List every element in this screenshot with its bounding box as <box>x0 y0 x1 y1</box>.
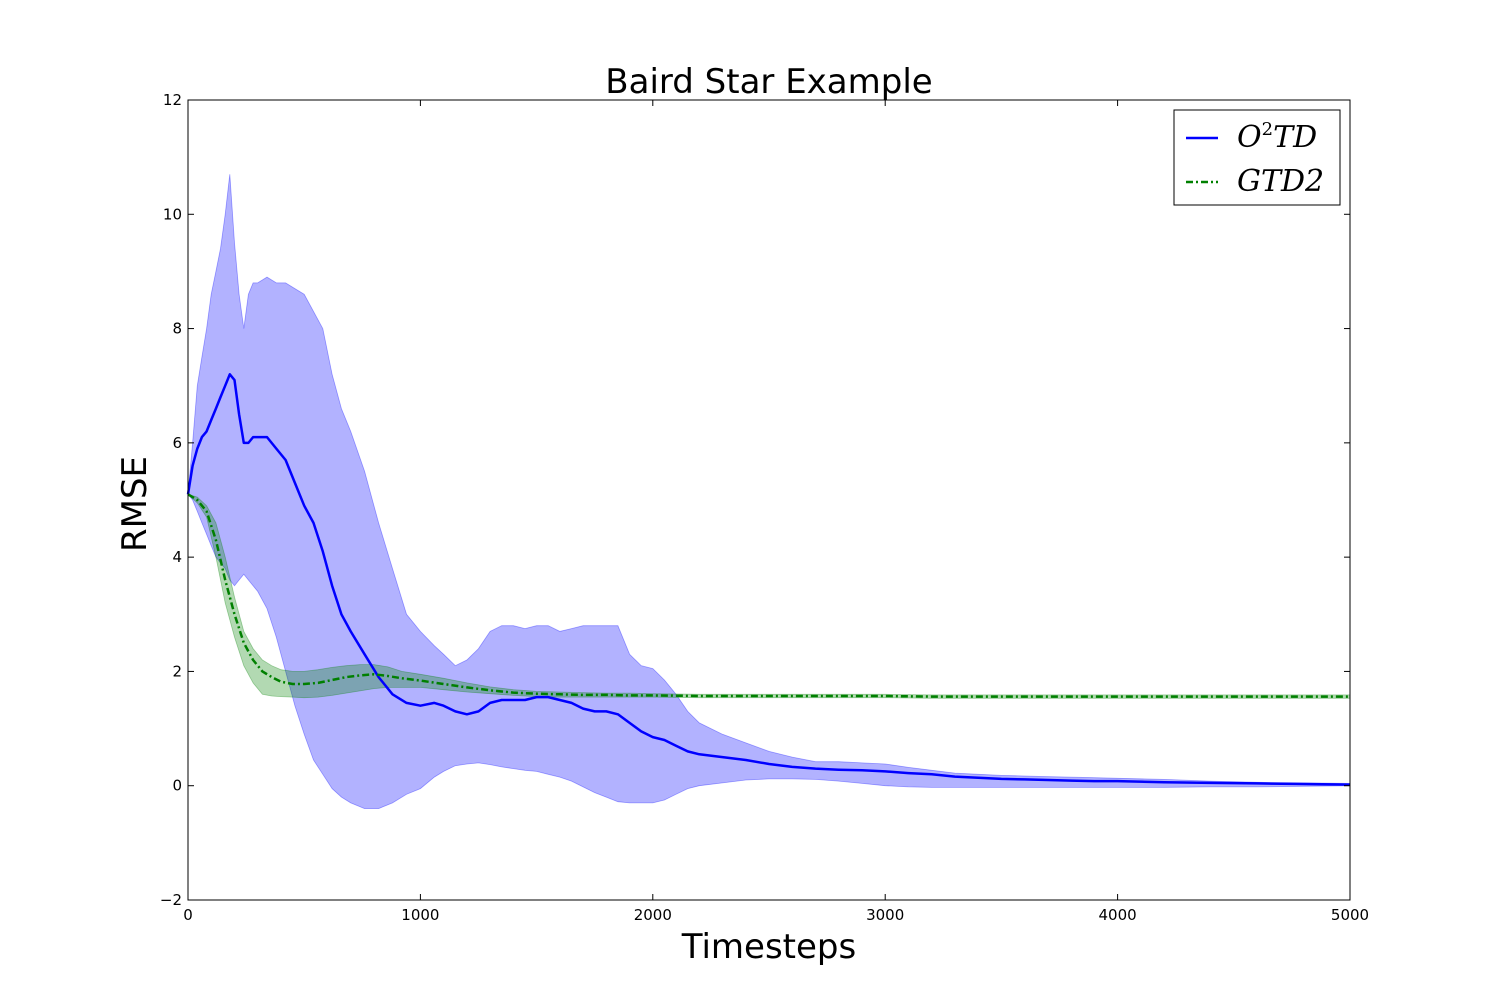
legend-label-gtd2: GTD2 <box>1237 164 1324 199</box>
series-lines <box>186 373 1351 786</box>
legend-box <box>1173 109 1341 206</box>
x-tick-label: 2000 <box>634 906 672 924</box>
x-tick-label: 4000 <box>1099 906 1137 924</box>
y-tick-label: 8 <box>172 320 182 338</box>
y-tick-label: 4 <box>172 548 182 566</box>
y-tick-label: 0 <box>172 777 182 795</box>
y-tick-label: 6 <box>172 434 182 452</box>
y-tick-label: 2 <box>172 662 182 680</box>
legend: O2TD GTD2 <box>1173 109 1341 206</box>
x-tick-label: 1000 <box>401 906 439 924</box>
series-line-o-td <box>186 373 1351 786</box>
plot-area-frame <box>187 99 1351 901</box>
x-tick-label: 3000 <box>866 906 904 924</box>
x-axis-label: Timesteps <box>681 927 856 967</box>
x-tick-label: 0 <box>183 906 193 924</box>
y-tick-label: 10 <box>163 205 182 223</box>
y-tick-label: 12 <box>163 91 182 109</box>
x-tick-label: 5000 <box>1331 906 1369 924</box>
legend-label-o2td: O2TD <box>1237 119 1317 155</box>
chart-title: Baird Star Example <box>605 62 932 102</box>
y-axis-label: RMSE <box>115 456 155 552</box>
series-line-gtd2 <box>187 493 1350 698</box>
y-tick-label: −2 <box>160 891 182 909</box>
